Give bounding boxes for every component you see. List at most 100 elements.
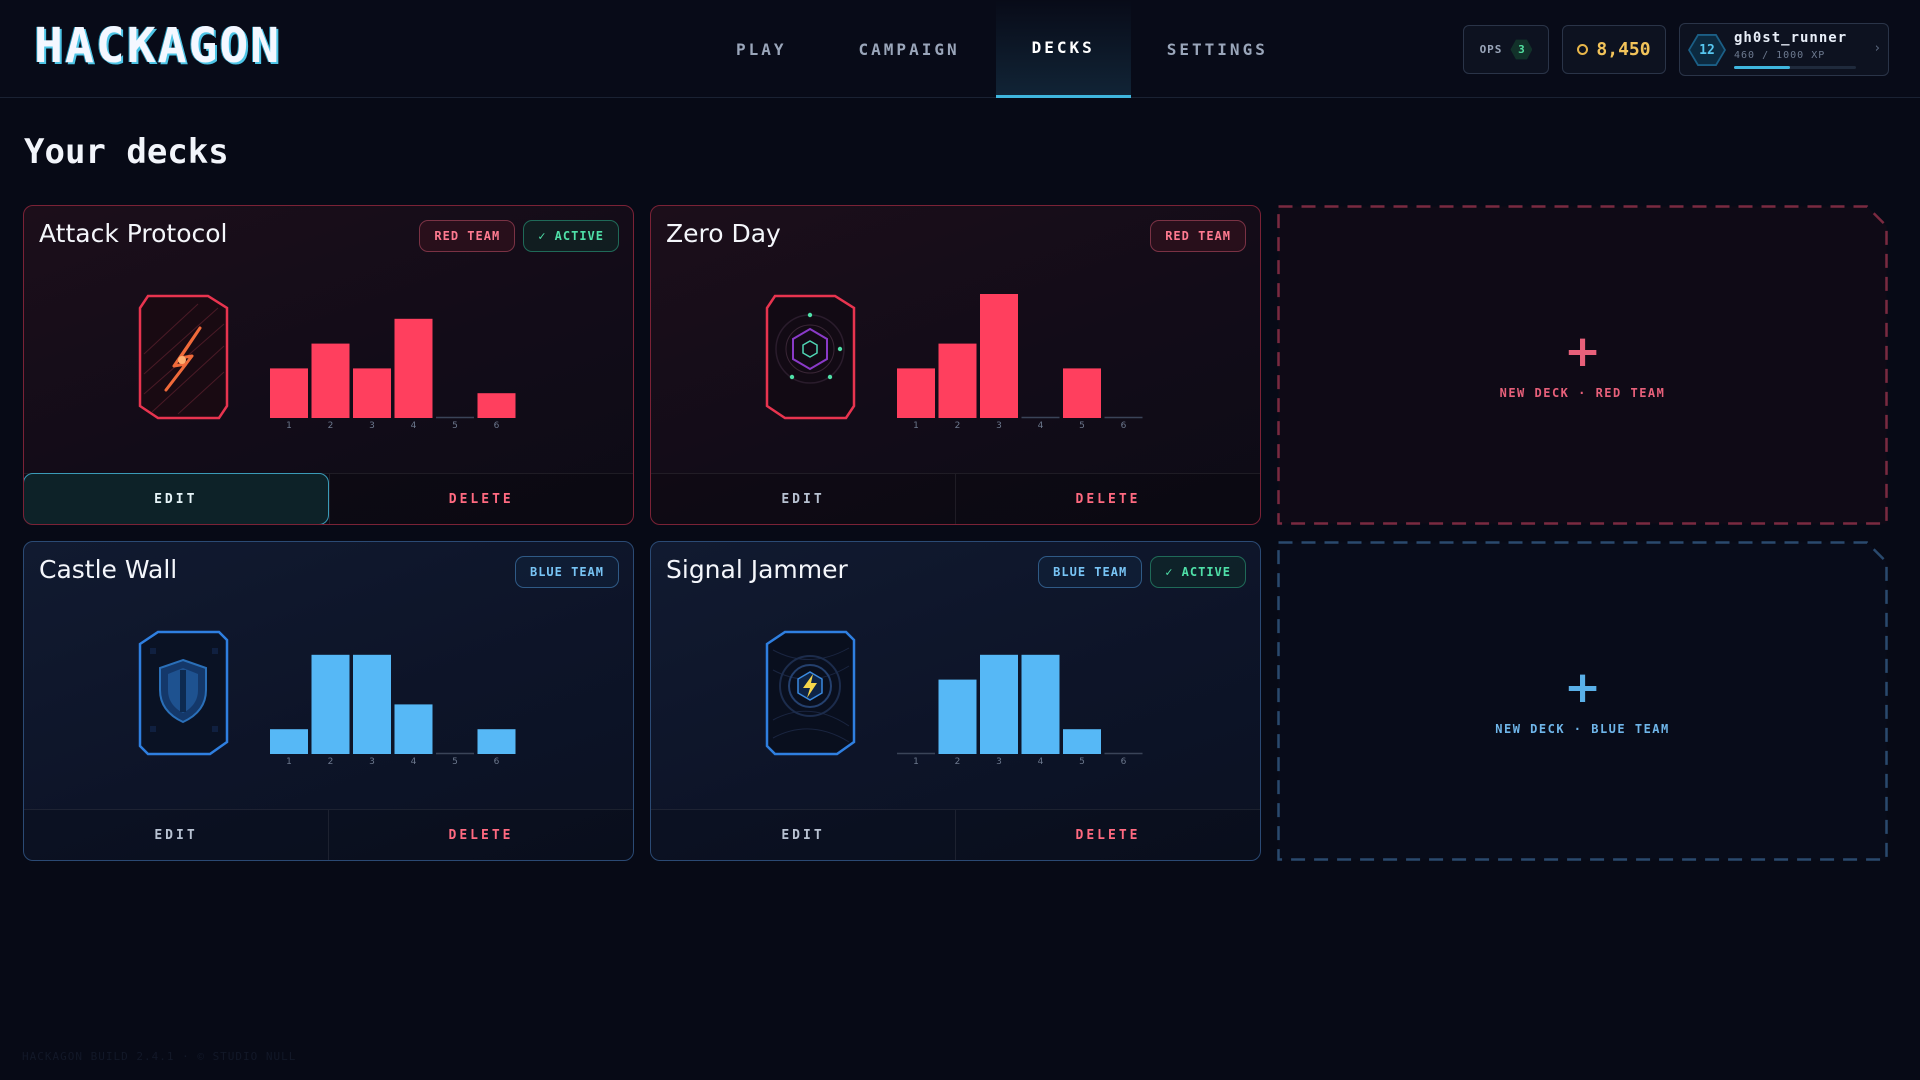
curve-tick-label: 4 [411, 757, 417, 767]
footer-text: HACKAGON BUILD 2.4.1 · © STUDIO NULL [22, 1050, 297, 1063]
team-badge: BLUE TEAM [514, 556, 619, 588]
active-badge: ✓ ACTIVE [1150, 556, 1246, 588]
curve-chart: 1 2 3 4 5 6 [897, 654, 1143, 767]
delete-button[interactable]: DELETE [328, 474, 634, 524]
username: gh0st_runner [1734, 30, 1848, 46]
curve-tick-label: 3 [996, 421, 1002, 431]
delete-button[interactable]: DELETE [955, 810, 1260, 860]
deck-badges: RED TEAM ✓ ACTIVE [419, 220, 619, 252]
deck-name: Castle Wall [39, 555, 178, 584]
curve-tick-label: 6 [1121, 757, 1127, 767]
nav-settings[interactable]: SETTINGS [1166, 39, 1268, 59]
curve-bar [938, 343, 977, 418]
xp-bar [1734, 66, 1856, 69]
curve-chart: 1 2 3 4 5 6 [270, 318, 516, 431]
deck-actions: EDIT DELETE [24, 473, 633, 524]
app-logo[interactable]: HACKAGON [34, 18, 282, 74]
curve-tick-label: 2 [328, 757, 334, 767]
chevron-right-icon: › [1874, 41, 1880, 56]
delete-button[interactable]: DELETE [955, 474, 1260, 524]
xp-bar-fill [1734, 66, 1791, 69]
active-badge: ✓ ACTIVE [523, 220, 619, 252]
ops-label: OPS [1479, 43, 1503, 56]
curve-bar [311, 343, 350, 418]
curve-chart: 1 2 3 4 5 6 [270, 654, 516, 767]
team-badge: BLUE TEAM [1038, 556, 1143, 588]
curve-tick-label: 5 [452, 757, 458, 767]
curve-tick-label: 2 [955, 757, 961, 767]
curve-tick-label: 4 [1038, 421, 1044, 431]
curve-bar [1021, 654, 1060, 754]
shield-icon [138, 630, 229, 756]
lightning-bolt-icon [765, 630, 856, 756]
curve-bar [1063, 729, 1101, 754]
curve-bar [1063, 368, 1101, 418]
level-value: 12 [1690, 35, 1724, 65]
main-nav: PLAY CAMPAIGN DECKS SETTINGS [700, 0, 1304, 98]
dashed-frame [1277, 541, 1888, 861]
curve-bar [938, 679, 977, 754]
curve-tick-label: 6 [494, 421, 500, 431]
curve-bar [311, 654, 350, 754]
credits-display[interactable]: 8,450 [1562, 25, 1666, 74]
curve-bar [394, 318, 433, 418]
nav-decks[interactable]: DECKS [995, 0, 1131, 98]
coin-icon [1577, 44, 1589, 55]
plus-icon: + [1564, 662, 1601, 713]
new-deck-blue-button[interactable]: + NEW DECK · BLUE TEAM [1277, 541, 1888, 861]
ops-count-badge: 3 [1510, 39, 1533, 60]
credits-value: 8,450 [1596, 39, 1651, 60]
deck-badges: RED TEAM [1150, 220, 1246, 252]
curve-tick-label: 5 [452, 421, 458, 431]
curve-bar [394, 704, 433, 754]
curve-bar [270, 729, 308, 754]
hexagon-orbit-icon [765, 294, 856, 420]
delete-button[interactable]: DELETE [328, 810, 633, 860]
team-badge: RED TEAM [419, 220, 516, 252]
edit-button[interactable]: EDIT [781, 827, 825, 843]
curve-bar [477, 729, 516, 754]
deck-name: Zero Day [666, 219, 781, 248]
deck-card[interactable]: Attack Protocol RED TEAM ✓ ACTIVE 1 2 3 4 5 6… [23, 205, 634, 525]
deck-card[interactable]: Zero Day RED TEAM 1 2 3 4 5 6 EDIT DELETE [650, 205, 1261, 525]
page-title: Your decks [24, 132, 229, 172]
deck-name: Signal Jammer [666, 555, 848, 584]
curve-tick-label: 6 [494, 757, 500, 767]
edit-button[interactable]: EDIT [154, 827, 198, 843]
new-deck-label: NEW DECK · BLUE TEAM [1495, 722, 1670, 736]
curve-tick-label: 3 [369, 421, 375, 431]
deck-name: Attack Protocol [39, 219, 228, 248]
deck-card[interactable]: Castle Wall BLUE TEAM 1 2 3 4 5 6 EDIT DELETE [23, 541, 634, 861]
curve-tick-label: 1 [913, 757, 919, 767]
curve-tick-label: 1 [286, 421, 292, 431]
nav-campaign[interactable]: CAMPAIGN [858, 39, 960, 59]
deck-actions: EDIT DELETE [24, 809, 633, 860]
ops-indicator[interactable]: OPS 3 [1463, 25, 1549, 74]
level-badge: 12 [1688, 34, 1726, 66]
curve-bar [270, 368, 308, 418]
curve-tick-label: 3 [369, 757, 375, 767]
lightning-crack-icon [138, 294, 229, 420]
curve-tick-label: 5 [1079, 757, 1085, 767]
edit-button[interactable]: EDIT [781, 491, 825, 507]
curve-tick-label: 4 [411, 421, 417, 431]
profile-menu[interactable]: 12 gh0st_runner 460 / 1000 XP › [1679, 23, 1889, 76]
deck-badges: BLUE TEAM ✓ ACTIVE [1038, 556, 1246, 588]
curve-bar [353, 654, 391, 754]
curve-tick-label: 3 [996, 757, 1002, 767]
curve-tick-label: 2 [328, 421, 334, 431]
team-badge: RED TEAM [1150, 220, 1246, 252]
curve-bar [477, 393, 516, 418]
deck-badges: BLUE TEAM [514, 556, 619, 588]
new-deck-red-button[interactable]: + NEW DECK · RED TEAM [1277, 205, 1888, 525]
curve-tick-label: 6 [1121, 421, 1127, 431]
nav-play[interactable]: PLAY [736, 39, 787, 59]
curve-bar [980, 294, 1018, 418]
curve-chart: 1 2 3 4 5 6 [897, 294, 1143, 431]
curve-tick-label: 5 [1079, 421, 1085, 431]
curve-bar [353, 368, 391, 418]
curve-bar [980, 654, 1018, 754]
edit-button[interactable]: EDIT [24, 473, 329, 524]
curve-tick-label: 2 [955, 421, 961, 431]
